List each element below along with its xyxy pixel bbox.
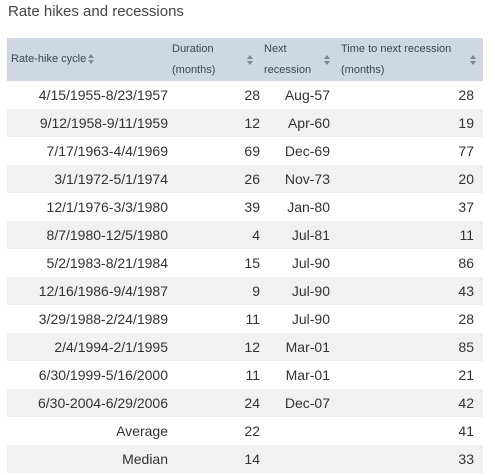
duration-label-line1: Duration [172, 42, 214, 55]
cell-time: 28 [458, 87, 474, 103]
cell-duration: 12 [244, 115, 260, 131]
duration-label-line2: (months) [172, 63, 216, 76]
cell-next: Jul-90 [291, 311, 330, 327]
cell-cycle: 5/2/1983-8/21/1984 [46, 255, 168, 271]
cell-duration: 9 [252, 283, 260, 299]
table-header-row: Rate-hike cycle Duration (months) Next rec… [7, 38, 483, 81]
table-row: 4/15/1955-8/23/1957 28 Aug-57 28 [7, 81, 483, 109]
cell-time: 37 [458, 199, 474, 215]
table-row: Median 14 33 [7, 445, 483, 473]
cell-cycle: 7/17/1963-4/4/1969 [46, 143, 168, 159]
cell-cycle: 6/30/1999-5/16/2000 [38, 367, 168, 383]
cell-next: Aug-57 [284, 87, 330, 103]
rate-hikes-table: Rate-hike cycle Duration (months) Next rec… [7, 38, 483, 473]
cell-cycle: 9/12/1958-9/11/1959 [39, 115, 168, 131]
table-row: 12/1/1976-3/3/1980 39 Jan-80 37 [7, 193, 483, 221]
cell-duration: 11 [245, 367, 260, 383]
column-header-time-to-next[interactable]: Time to next recession (months) [337, 38, 483, 81]
sort-icon [247, 54, 254, 66]
table-row: Average 22 41 [7, 417, 483, 445]
cell-next: Jul-90 [291, 283, 330, 299]
column-header-duration[interactable]: Duration (months) [168, 38, 260, 81]
cell-time: 28 [458, 311, 474, 327]
cell-duration: 28 [244, 87, 260, 103]
column-header-cycle[interactable]: Rate-hike cycle [7, 38, 168, 81]
column-header-duration-label: Duration (months) [172, 39, 215, 81]
cell-cycle: 4/15/1955-8/23/1957 [38, 87, 168, 103]
table-row: 9/12/1958-9/11/1959 12 Apr-60 19 [7, 109, 483, 137]
sort-icon [88, 53, 95, 65]
cell-duration: 69 [244, 143, 260, 159]
cell-cycle: 3/29/1988-2/24/1989 [38, 311, 168, 327]
cell-next: Mar-01 [285, 367, 330, 383]
next-label-line2: recession [264, 63, 312, 76]
cell-time: 43 [458, 283, 474, 299]
cell-time: 19 [458, 115, 474, 131]
next-label-line1: Next [264, 42, 287, 55]
table-title: Rate hikes and recessions [8, 3, 184, 20]
table-row: 12/16/1986-9/4/1987 9 Jul-90 43 [7, 277, 483, 305]
column-header-time-label: Time to next recession (months) [341, 39, 451, 81]
cell-time: 41 [458, 423, 474, 439]
table-row: 7/17/1963-4/4/1969 69 Dec-69 77 [7, 137, 483, 165]
cell-time: 86 [458, 255, 474, 271]
cell-cycle: 8/7/1980-12/5/1980 [46, 227, 168, 243]
table-row: 3/29/1988-2/24/1989 11 Jul-90 28 [7, 305, 483, 333]
cell-duration: 15 [244, 255, 260, 271]
cell-next: Dec-07 [284, 395, 330, 411]
cell-time: 21 [458, 367, 474, 383]
cell-duration: 11 [245, 311, 260, 327]
column-header-cycle-label: Rate-hike cycle [11, 53, 87, 65]
time-label-line2: (months) [341, 63, 385, 76]
cell-time: 11 [459, 227, 474, 243]
cell-next: Dec-69 [284, 143, 330, 159]
cell-duration: 39 [244, 199, 260, 215]
cell-next: Nov-73 [284, 171, 330, 187]
table-row: 8/7/1980-12/5/1980 4 Jul-81 11 [7, 221, 483, 249]
cell-next: Jul-81 [291, 227, 330, 243]
cell-cycle: 12/1/1976-3/3/1980 [46, 199, 168, 215]
sort-icon [470, 54, 477, 66]
cell-next [260, 445, 337, 473]
cell-duration: 14 [244, 451, 260, 467]
table-row: 6/30-2004-6/29/2006 24 Dec-07 42 [7, 389, 483, 417]
table-row: 5/2/1983-8/21/1984 15 Jul-90 86 [7, 249, 483, 277]
cell-time: 77 [458, 143, 474, 159]
cell-time: 85 [458, 339, 474, 355]
table-body: 4/15/1955-8/23/1957 28 Aug-57 28 9/12/1958-9… [7, 81, 483, 473]
cell-next: Jul-90 [291, 255, 330, 271]
sort-icon [324, 54, 331, 66]
cell-duration: 26 [244, 171, 260, 187]
time-label-line1: Time to next recession [341, 42, 452, 55]
cell-cycle: 3/1/1972-5/1/1974 [54, 171, 168, 187]
cell-next [260, 417, 337, 445]
cell-next: Jan-80 [287, 199, 330, 215]
column-header-next-label: Next recession [264, 39, 311, 81]
cell-cycle: 12/16/1986-9/4/1987 [38, 283, 168, 299]
cell-time: 42 [458, 395, 474, 411]
cell-cycle: 6/30-2004-6/29/2006 [38, 395, 168, 411]
table-row: 2/4/1994-2/1/1995 12 Mar-01 85 [7, 333, 483, 361]
cell-duration: 22 [244, 423, 260, 439]
cell-next: Apr-60 [287, 115, 330, 131]
cell-cycle: Average [116, 423, 168, 439]
cell-duration: 4 [252, 227, 260, 243]
cell-next: Mar-01 [285, 339, 330, 355]
cell-cycle: Median [122, 451, 168, 467]
cell-time: 20 [458, 171, 474, 187]
column-header-next-recession[interactable]: Next recession [260, 38, 337, 81]
cell-duration: 24 [244, 395, 260, 411]
table-row: 3/1/1972-5/1/1974 26 Nov-73 20 [7, 165, 483, 193]
cell-cycle: 2/4/1994-2/1/1995 [54, 339, 168, 355]
table-row: 6/30/1999-5/16/2000 11 Mar-01 21 [7, 361, 483, 389]
cell-duration: 12 [244, 339, 260, 355]
cell-time: 33 [458, 451, 474, 467]
